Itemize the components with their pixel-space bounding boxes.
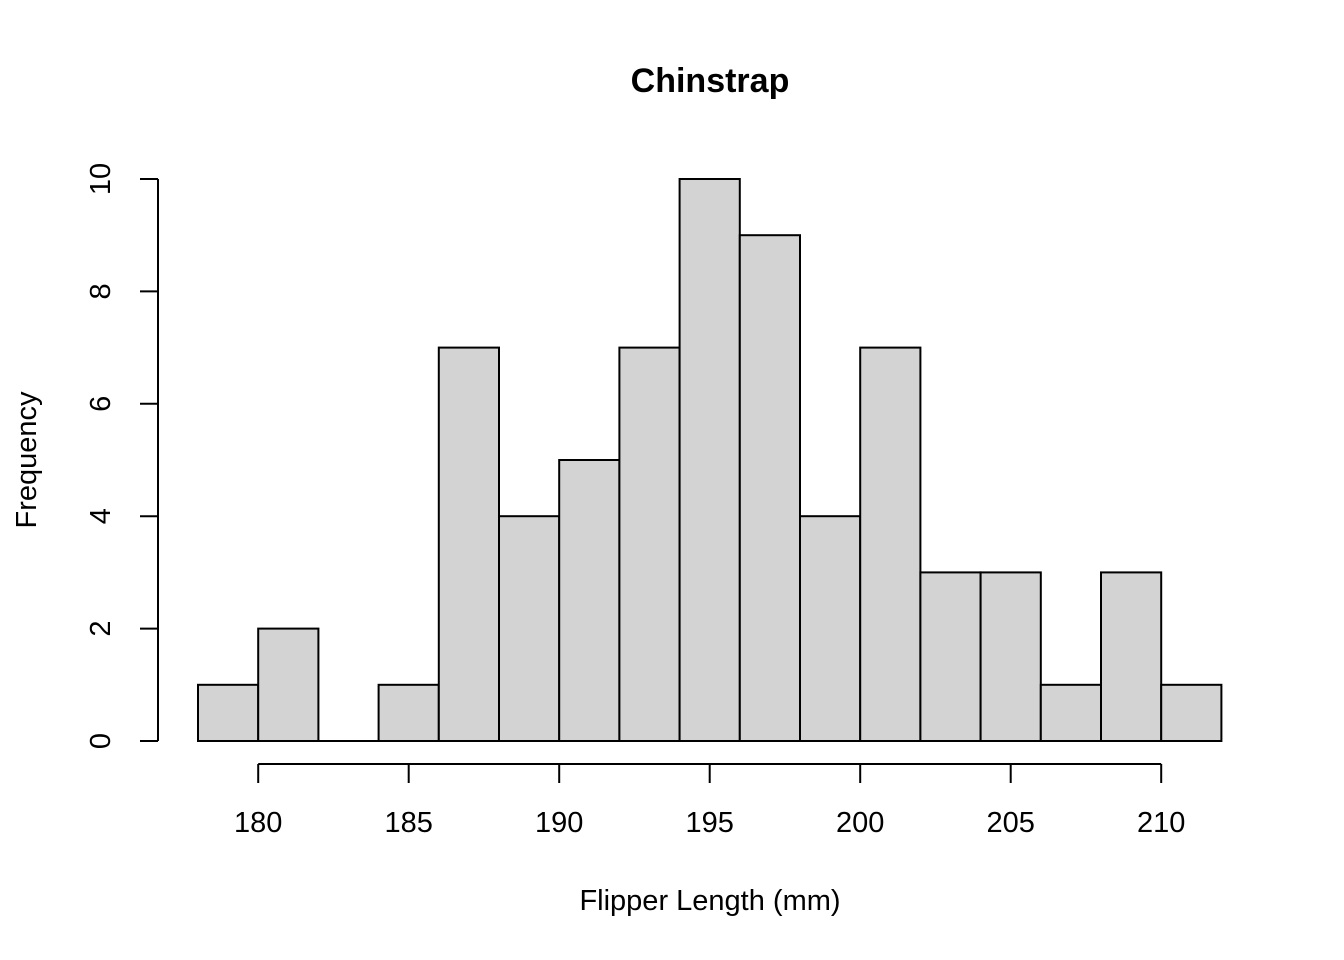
bars-group bbox=[197, 178, 1223, 743]
bar-200-202 bbox=[859, 346, 922, 742]
bar-210-212 bbox=[1160, 683, 1223, 742]
x-tick-label-195: 195 bbox=[686, 807, 734, 839]
bar-196-198 bbox=[738, 234, 801, 742]
x-axis-label: Flipper Length (mm) bbox=[579, 885, 840, 917]
y-axis-label: Frequency bbox=[11, 391, 43, 529]
y-tick-label-8: 8 bbox=[85, 283, 117, 299]
bar-198-200 bbox=[799, 515, 862, 743]
bar-186-188 bbox=[437, 346, 500, 742]
x-tick-label-200: 200 bbox=[836, 807, 884, 839]
bar-208-210 bbox=[1100, 571, 1163, 743]
x-tick-label-185: 185 bbox=[385, 807, 433, 839]
y-tick-label-6: 6 bbox=[85, 396, 117, 412]
bar-188-190 bbox=[498, 515, 561, 743]
bar-202-204 bbox=[919, 571, 982, 743]
y-tick-label-2: 2 bbox=[85, 621, 117, 637]
bar-206-208 bbox=[1039, 683, 1103, 742]
x-tick-label-205: 205 bbox=[987, 807, 1035, 839]
x-tick-label-180: 180 bbox=[234, 807, 282, 839]
bar-184-186 bbox=[377, 683, 440, 742]
x-tick-label-210: 210 bbox=[1137, 807, 1185, 839]
x-tick-label-190: 190 bbox=[535, 807, 583, 839]
bar-192-194 bbox=[618, 346, 681, 742]
y-tick-label-10: 10 bbox=[85, 163, 117, 195]
bar-204-206 bbox=[979, 571, 1042, 743]
bar-178-180 bbox=[197, 683, 260, 742]
bar-194-196 bbox=[678, 178, 741, 742]
y-tick-label-0: 0 bbox=[85, 733, 117, 749]
x-axis: 180 185 190 195 200 205 210 bbox=[234, 763, 1185, 839]
chart-title: Chinstrap bbox=[631, 62, 790, 100]
y-tick-label-4: 4 bbox=[85, 508, 117, 524]
bar-180-182 bbox=[257, 627, 320, 742]
bar-190-192 bbox=[558, 459, 621, 742]
y-axis: 0 2 4 6 8 10 bbox=[85, 163, 159, 749]
